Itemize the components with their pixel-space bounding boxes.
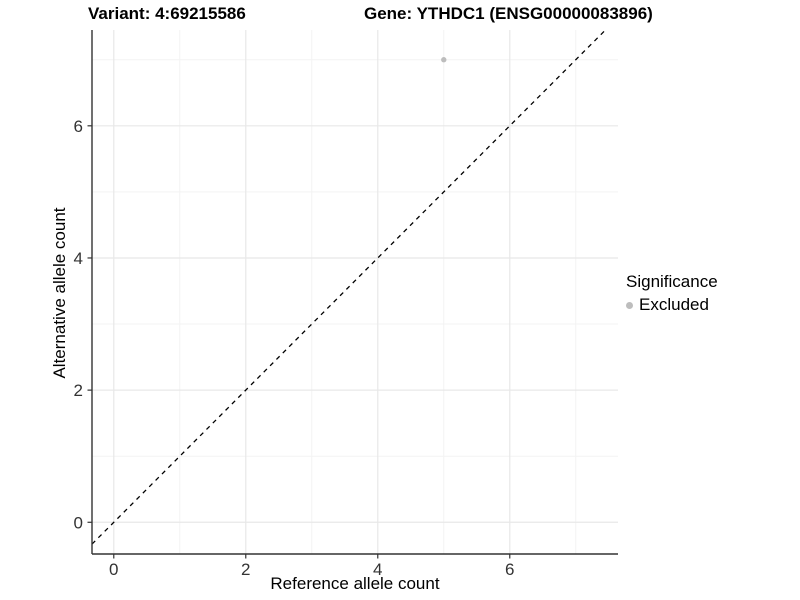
excluded-point-icon xyxy=(626,301,633,309)
x-tick-label: 4 xyxy=(373,560,382,579)
legend-item-excluded: Excluded xyxy=(626,295,718,315)
y-tick-label: 4 xyxy=(74,249,83,268)
y-tick-label: 6 xyxy=(74,117,83,136)
x-tick-label: 6 xyxy=(505,560,514,579)
x-tick-label: 2 xyxy=(241,560,250,579)
gene-title: Gene: YTHDC1 (ENSG00000083896) xyxy=(364,4,653,23)
legend-item-label: Excluded xyxy=(639,295,709,314)
legend: Significance Excluded xyxy=(626,272,718,315)
identity-dashed-line xyxy=(91,29,606,545)
data-point xyxy=(441,57,447,63)
x-tick-label: 0 xyxy=(109,560,118,579)
y-tick-label: 2 xyxy=(74,381,83,400)
variant-title: Variant: 4:69215586 xyxy=(88,4,246,23)
y-axis-title: Alternative allele count xyxy=(50,207,69,379)
y-tick-label: 0 xyxy=(74,513,83,532)
legend-title: Significance xyxy=(626,272,718,291)
plot-panel xyxy=(92,30,618,554)
x-axis-title: Reference allele count xyxy=(270,574,440,593)
